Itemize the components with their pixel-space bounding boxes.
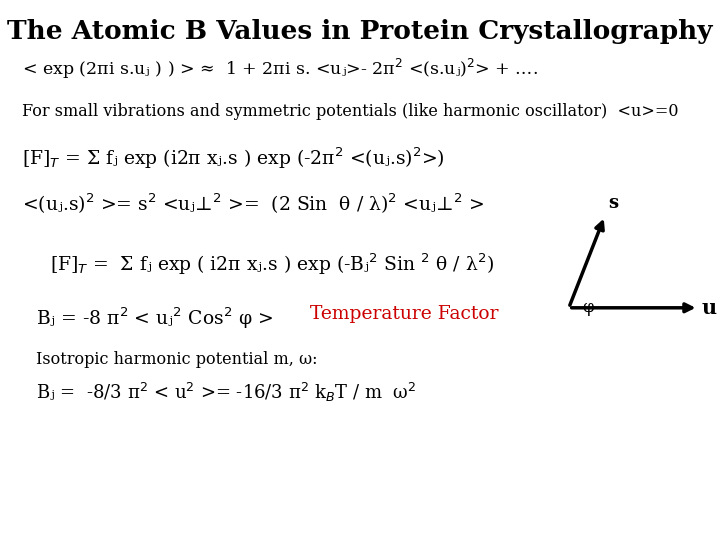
- Text: Bⱼ =  -8/3 π$^2$ < u$^2$ >= -16/3 π$^2$ k$_B$T / m  ω$^2$: Bⱼ = -8/3 π$^2$ < u$^2$ >= -16/3 π$^2$ k…: [36, 381, 416, 404]
- Text: [F]$_T$ = Σ fⱼ exp (i2π xⱼ.s ) exp (-2π$^2$ <(uⱼ.s)$^2$>): [F]$_T$ = Σ fⱼ exp (i2π xⱼ.s ) exp (-2π$…: [22, 146, 444, 171]
- Text: Bⱼ = -8 π$^2$ < uⱼ$^2$ Cos$^2$ φ >: Bⱼ = -8 π$^2$ < uⱼ$^2$ Cos$^2$ φ >: [36, 305, 287, 330]
- Text: The Atomic B Values in Protein Crystallography: The Atomic B Values in Protein Crystallo…: [7, 19, 713, 44]
- Text: s: s: [608, 194, 618, 212]
- Text: <(uⱼ.s)$^2$ >= s$^2$ <uⱼ⊥$^2$ >=  (2 Sin  θ / λ)$^2$ <uⱼ⊥$^2$ >: <(uⱼ.s)$^2$ >= s$^2$ <uⱼ⊥$^2$ >= (2 Sin …: [22, 192, 483, 216]
- Text: Isotropic harmonic potential m, ω:: Isotropic harmonic potential m, ω:: [36, 351, 318, 368]
- Text: For small vibrations and symmetric potentials (like harmonic oscillator)  <u>=0: For small vibrations and symmetric poten…: [22, 103, 678, 119]
- Text: Temperature Factor: Temperature Factor: [310, 305, 498, 323]
- Text: u: u: [702, 298, 717, 318]
- Text: < exp (2πi s.uⱼ ) ) > ≈  1 + 2πi s. <uⱼ>- 2π$^2$ <(s.uⱼ)$^2$> + ….: < exp (2πi s.uⱼ ) ) > ≈ 1 + 2πi s. <uⱼ>-…: [22, 57, 538, 81]
- Text: φ: φ: [582, 299, 593, 316]
- Text: [F]$_T$ =  Σ fⱼ exp ( i2π xⱼ.s ) exp (-Bⱼ$^2$ Sin $^2$ θ / λ$^2$): [F]$_T$ = Σ fⱼ exp ( i2π xⱼ.s ) exp (-Bⱼ…: [50, 251, 495, 276]
